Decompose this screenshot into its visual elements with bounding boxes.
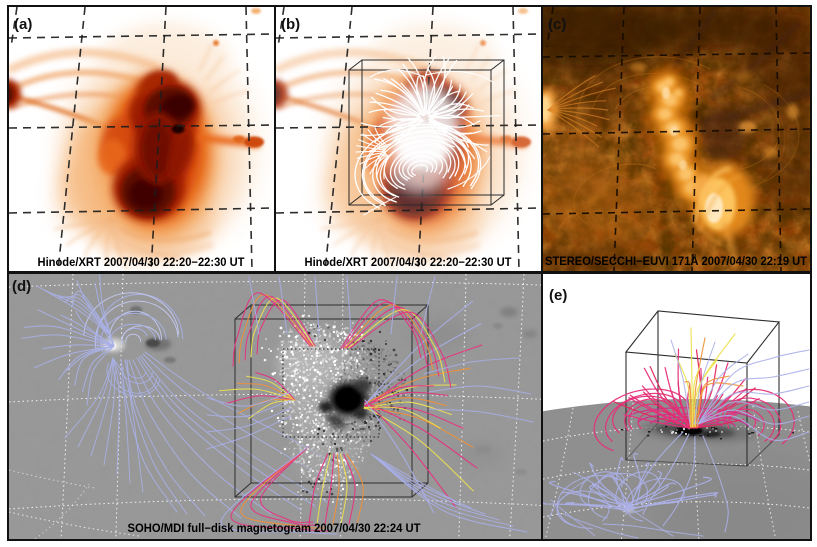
svg-text:(b): (b): [281, 16, 300, 33]
svg-text:STEREO/SECCHI−EUVI 171Å 2007/: STEREO/SECCHI−EUVI 171Å 2007/04/30 22:19…: [545, 255, 807, 268]
svg-text:(e): (e): [549, 287, 567, 304]
svg-text:Hinode/XRT 2007/04/30 22:20−: Hinode/XRT 2007/04/30 22:20−22:30 UT: [38, 257, 245, 269]
svg-text:(a): (a): [14, 16, 32, 33]
svg-text:SOHO/MDI full−disk magnetogram: SOHO/MDI full−disk magnetogram 2007/04/3…: [128, 523, 421, 535]
svg-text:(d): (d): [12, 278, 31, 295]
svg-text:(c): (c): [548, 16, 566, 33]
svg-text:Hinode/XRT 2007/04/30 22:20−: Hinode/XRT 2007/04/30 22:20−22:30 UT: [305, 257, 512, 269]
